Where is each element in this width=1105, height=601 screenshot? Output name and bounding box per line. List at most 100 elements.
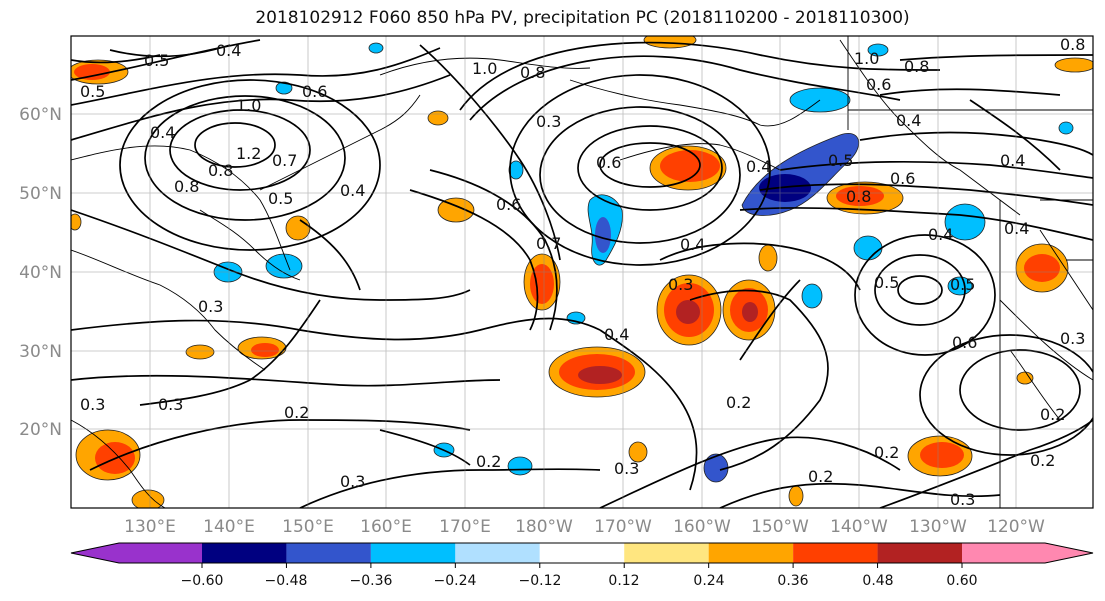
contour-label: 0.3 bbox=[614, 459, 639, 478]
contour-label: 0.3 bbox=[80, 395, 105, 414]
colorbar-bin bbox=[370, 543, 456, 563]
map-frame bbox=[70, 35, 1094, 509]
positive-anomaly-patch bbox=[907, 435, 973, 477]
contour-label: 0.3 bbox=[1060, 329, 1085, 348]
positive-anomaly-patch bbox=[548, 346, 646, 398]
colorbar-tick-label: 0.24 bbox=[693, 573, 724, 589]
contour-label: 0.5 bbox=[144, 51, 169, 70]
lon-label: 180°W bbox=[515, 517, 573, 537]
colorbar-outline bbox=[70, 542, 1094, 564]
contour-label: 0.2 bbox=[284, 403, 309, 422]
contour-label: 0.6 bbox=[302, 82, 327, 101]
contour-label: 0.2 bbox=[1030, 451, 1055, 470]
lon-label: 160°E bbox=[360, 517, 412, 537]
contour-label: 0.8 bbox=[208, 161, 233, 180]
lon-label: 120°W bbox=[987, 517, 1045, 537]
colorbar-bin bbox=[202, 543, 287, 563]
contour-label: 0.3 bbox=[950, 490, 975, 509]
pv-contours bbox=[71, 39, 1093, 508]
contour-label: 0.4 bbox=[928, 225, 953, 244]
contour-label: 1.2 bbox=[236, 144, 261, 163]
lon-label: 170°E bbox=[439, 517, 491, 537]
colorbar-tick-labels: −0.60 −0.48 −0.36 −0.24 −0.12 0.12 0.24 … bbox=[181, 573, 978, 589]
colorbar-tick-label: −0.48 bbox=[265, 573, 308, 589]
lon-label: 140°W bbox=[830, 517, 888, 537]
lon-label: 130°E bbox=[124, 517, 176, 537]
colorbar-bin bbox=[119, 543, 202, 563]
graticule bbox=[71, 36, 1093, 508]
contour-label: 0.6 bbox=[496, 195, 521, 214]
lat-label: 30°N bbox=[19, 342, 62, 362]
contour-label: 0.3 bbox=[536, 112, 561, 131]
longitude-labels: 130°E 140°E 150°E 160°E 170°E 180°W 170°… bbox=[124, 517, 1045, 537]
contour-label: 0.8 bbox=[904, 57, 929, 76]
positive-anomaly-patch bbox=[1015, 243, 1069, 293]
colorbar: −0.60 −0.48 −0.36 −0.24 −0.12 0.12 0.24 … bbox=[70, 542, 1094, 589]
colorbar-tick-label: 0.48 bbox=[862, 573, 893, 589]
contour-label: 0.4 bbox=[216, 41, 241, 60]
precip-shading bbox=[71, 36, 1093, 508]
contour-label: 0.4 bbox=[1004, 219, 1029, 238]
colorbar-tick-label: 0.12 bbox=[608, 573, 639, 589]
colorbar-extend-low bbox=[71, 543, 119, 563]
contour-label: 0.2 bbox=[808, 467, 833, 486]
colorbar-bin bbox=[962, 543, 1045, 563]
colorbar-segments bbox=[70, 542, 1094, 568]
contour-label-group: 0.5 0.4 0.5 0.6 1.0 0.4 1.2 0.8 0.7 0.5 … bbox=[80, 36, 1085, 509]
lon-label: 150°W bbox=[751, 517, 809, 537]
contour-label: 0.3 bbox=[198, 297, 223, 316]
contour-label: 0.6 bbox=[596, 153, 621, 172]
contour-label: 1.0 bbox=[854, 49, 879, 68]
contour-label: 0.3 bbox=[340, 472, 365, 491]
contour-label: 0.8 bbox=[174, 177, 199, 196]
contour-label: 0.5 bbox=[950, 275, 975, 294]
positive-anomaly-patch bbox=[71, 36, 1093, 508]
contour-label: 0.7 bbox=[536, 234, 561, 253]
colorbar-bin bbox=[877, 543, 962, 563]
positive-anomaly-patch bbox=[826, 181, 904, 215]
negative-anomaly-patch bbox=[587, 194, 623, 266]
contour-label: 0.2 bbox=[1040, 405, 1065, 424]
lon-label: 130°W bbox=[909, 517, 967, 537]
colorbar-tick-label: −0.60 bbox=[181, 573, 224, 589]
contour-label: 0.6 bbox=[890, 169, 915, 188]
colorbar-bin bbox=[624, 543, 709, 563]
contour-label: 0.2 bbox=[476, 452, 501, 471]
contour-label: 0.4 bbox=[340, 181, 365, 200]
contour-label: 1.0 bbox=[472, 59, 497, 78]
contour-label: 0.6 bbox=[866, 75, 891, 94]
positive-anomaly-patch bbox=[722, 279, 776, 341]
colorbar-extend-high bbox=[1045, 543, 1093, 563]
colorbar-tick-label: 0.60 bbox=[946, 573, 977, 589]
positive-anomaly-patch bbox=[237, 336, 287, 360]
negative-anomaly-patch bbox=[213, 42, 1074, 483]
colorbar-bin bbox=[455, 543, 540, 563]
contour-label: 0.3 bbox=[668, 275, 693, 294]
contour-label: 0.3 bbox=[158, 395, 183, 414]
contour-label: 0.5 bbox=[828, 151, 853, 170]
contour-label: 0.2 bbox=[726, 393, 751, 412]
contour-label: 0.4 bbox=[896, 111, 921, 130]
contour-label: 0.6 bbox=[952, 333, 977, 352]
latitude-labels: 60°N 50°N 40°N 30°N 20°N bbox=[19, 105, 62, 440]
colorbar-bin bbox=[793, 543, 878, 563]
colorbar-tick-label: −0.24 bbox=[434, 573, 477, 589]
contour-label: 0.2 bbox=[874, 443, 899, 462]
lat-label: 40°N bbox=[19, 263, 62, 283]
contour-label: 0.5 bbox=[80, 82, 105, 101]
contour-label: 1.0 bbox=[236, 96, 261, 115]
contour-label: 0.5 bbox=[874, 273, 899, 292]
colorbar-tick-label: −0.36 bbox=[350, 573, 393, 589]
negative-anomaly-patch bbox=[741, 133, 860, 216]
colorbar-bin bbox=[539, 543, 625, 563]
colorbar-bin bbox=[286, 543, 371, 563]
lat-label: 50°N bbox=[19, 184, 62, 204]
positive-anomaly-patch bbox=[75, 429, 141, 481]
lon-label: 140°E bbox=[203, 517, 255, 537]
positive-anomaly-patch bbox=[649, 145, 727, 191]
colorbar-bin bbox=[708, 543, 794, 563]
contour-label: 0.4 bbox=[680, 235, 705, 254]
lat-label: 20°N bbox=[19, 420, 62, 440]
contour-label: 0.4 bbox=[1000, 151, 1025, 170]
